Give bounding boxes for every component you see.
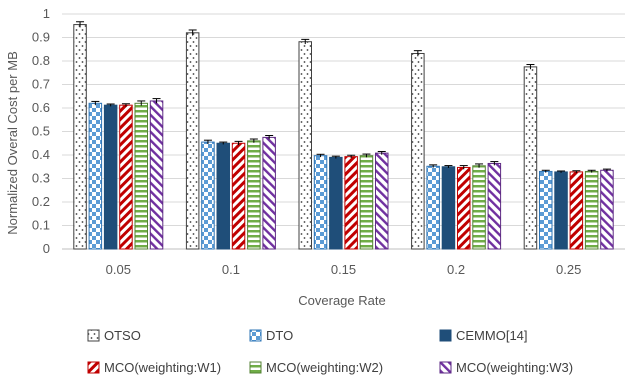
legend-swatch [87, 361, 100, 374]
y-tick-label: 0.6 [32, 100, 50, 115]
bar [441, 166, 456, 250]
y-tick-label: 0.9 [32, 30, 50, 45]
x-tick-label: 0.2 [447, 262, 465, 277]
bar [231, 142, 246, 250]
legend-label: MCO(weighting:W3) [456, 360, 573, 375]
bar [247, 140, 261, 250]
x-tick-label: 0.15 [331, 262, 356, 277]
bar [119, 104, 133, 250]
x-axis-title: Coverage Rate [298, 293, 385, 308]
bar [584, 170, 599, 250]
bar [329, 156, 343, 250]
bar [487, 162, 502, 250]
bar [149, 100, 164, 250]
x-tick-labels: 0.05 0.1 0.15 0.2 0.25 [106, 262, 582, 277]
bar [426, 165, 440, 250]
y-tick-label: 0.5 [32, 124, 50, 139]
legend-swatch [87, 329, 100, 342]
bar [539, 170, 553, 250]
bars [73, 21, 614, 250]
y-tick-label: 0.7 [32, 77, 50, 92]
bar [103, 104, 118, 250]
legend-label: MCO(weighting:W1) [104, 360, 221, 375]
bar [600, 169, 614, 250]
legend-label: MCO(weighting:W2) [266, 360, 383, 375]
x-tick-label: 0.1 [222, 262, 240, 277]
y-tick-label: 0.8 [32, 53, 50, 68]
bar [523, 66, 538, 250]
legend-label: OTSO [104, 328, 141, 343]
bar [298, 41, 312, 250]
y-tick-label: 0.1 [32, 218, 50, 233]
bar [457, 166, 471, 250]
bar [313, 155, 328, 250]
y-tick-label: 0 [43, 241, 50, 256]
legend-swatch [249, 329, 262, 342]
bar [411, 52, 425, 250]
bar [216, 142, 230, 250]
x-tick-label: 0.25 [556, 262, 581, 277]
legend-label: CEMMO[14] [456, 328, 528, 343]
bar [73, 24, 87, 250]
bar [554, 171, 568, 250]
y-tick-label: 0.3 [32, 171, 50, 186]
bar [262, 136, 276, 250]
bar [375, 152, 389, 250]
legend-swatch [439, 361, 452, 374]
bar [359, 155, 374, 250]
y-tick-label: 1 [43, 6, 50, 21]
y-tick-label: 0.2 [32, 194, 50, 209]
y-tick-labels: 0 0.1 0.2 0.3 0.4 0.5 0.6 0.7 0.8 0.9 1 [32, 6, 50, 256]
y-tick-label: 0.4 [32, 147, 50, 162]
legend-swatch [249, 361, 262, 374]
bar [185, 32, 200, 250]
bar [569, 171, 584, 250]
y-axis-title: Normalized Overal Cost per MB [5, 51, 20, 235]
bar [134, 102, 148, 250]
bar [201, 141, 215, 250]
bar [472, 165, 486, 250]
x-tick-label: 0.05 [106, 262, 131, 277]
legend: OTSO DTO CEMMO[14] MCO(weighting:W1) MCO(wei… [87, 328, 573, 375]
bar [88, 102, 103, 250]
legend-label: DTO [266, 328, 293, 343]
bar [344, 156, 358, 250]
legend-swatch [439, 329, 452, 342]
